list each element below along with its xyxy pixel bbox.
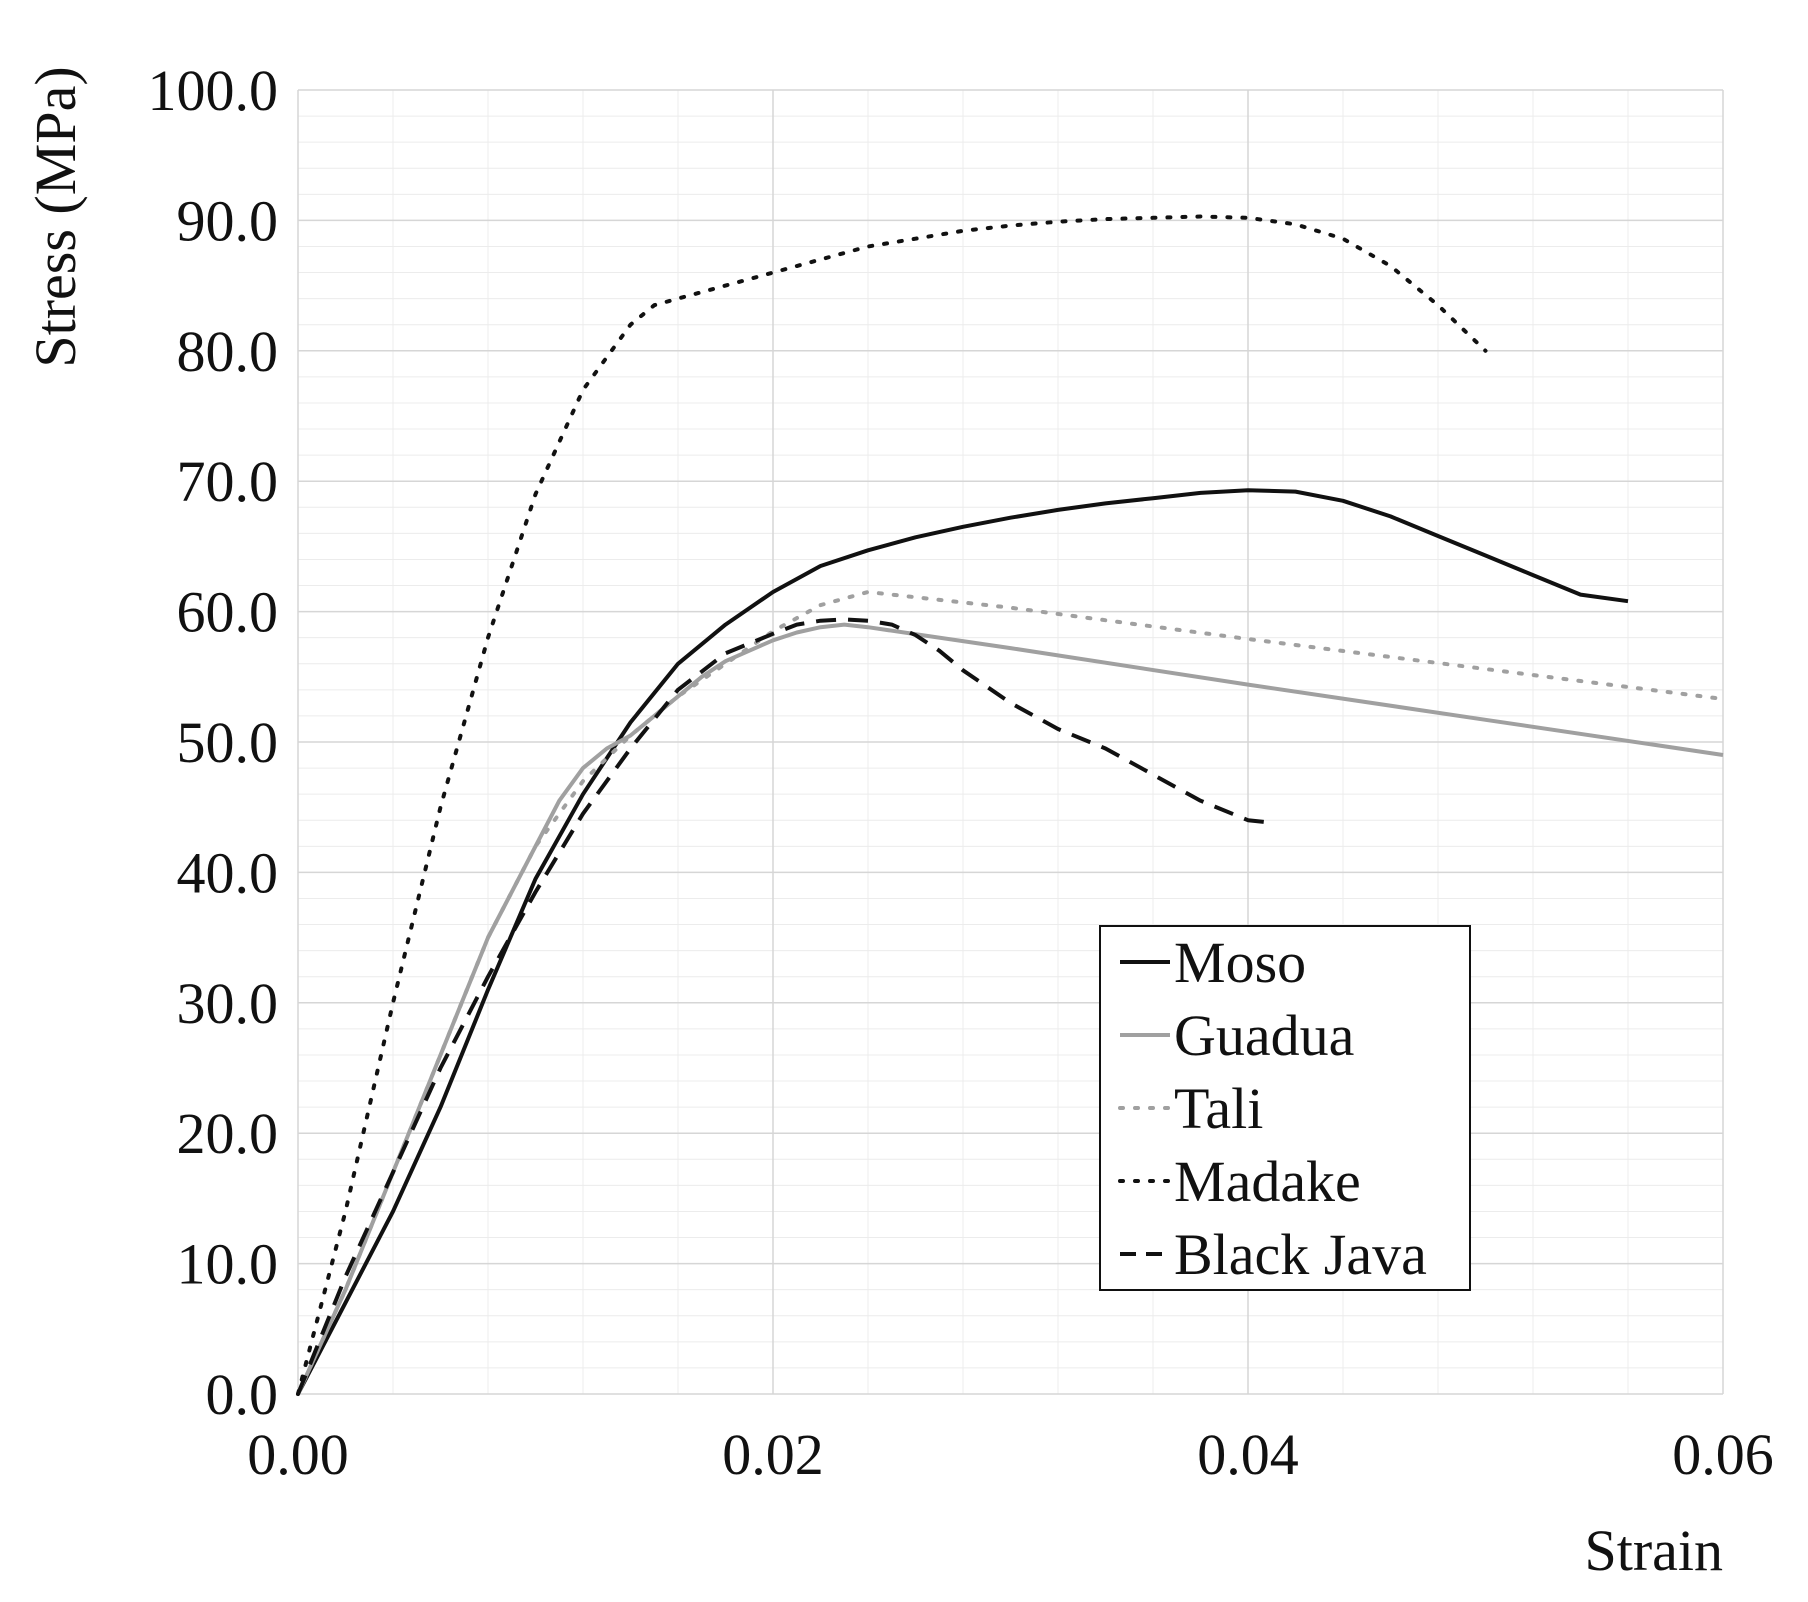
y-tick-label: 100.0 [148,58,279,123]
series-line-black-java [296,617,1273,1395]
series-line-guadua [296,622,1724,1395]
y-tick-label: 50.0 [177,710,279,775]
series-line-tali [296,590,1725,1396]
y-tick-label: 60.0 [177,580,279,645]
legend-label: Tali [1174,1076,1263,1141]
y-tick-label: 90.0 [177,188,279,253]
legend-items: Moso Guadua Tali Madake Black Java [1118,930,1427,1287]
y-axis-title: Stress (MPa) [23,66,88,367]
x-axis-title: Strain [1584,1518,1723,1583]
legend: Moso Guadua Tali Madake Black Java [1099,925,1471,1291]
x-tick-label: 0.06 [1672,1422,1774,1487]
y-tick-label: 80.0 [177,319,279,384]
series-line-madake [296,214,1488,1396]
legend-label: Madake [1174,1149,1361,1214]
y-tick-label: 70.0 [177,449,279,514]
y-tick-label: 10.0 [177,1232,279,1297]
x-tick-label: 0.00 [247,1422,349,1487]
tick-labels: 0.0 10.0 20.0 30.0 40.0 50.0 60.0 70.0 80.0 90.0 1… [148,58,1774,1487]
grid [297,89,1724,1395]
legend-label: Black Java [1174,1222,1427,1287]
legend-label: Guadua [1174,1003,1354,1068]
x-tick-label: 0.02 [722,1422,824,1487]
series-line-moso [296,488,1629,1395]
y-tick-label: 30.0 [177,971,279,1036]
y-tick-label: 20.0 [177,1101,279,1166]
legend-label: Moso [1174,930,1306,995]
y-tick-label: 40.0 [177,840,279,905]
series-lines [296,214,1725,1396]
y-tick-label: 0.0 [206,1362,279,1427]
legend-box [1099,925,1471,1291]
x-tick-label: 0.04 [1197,1422,1299,1487]
